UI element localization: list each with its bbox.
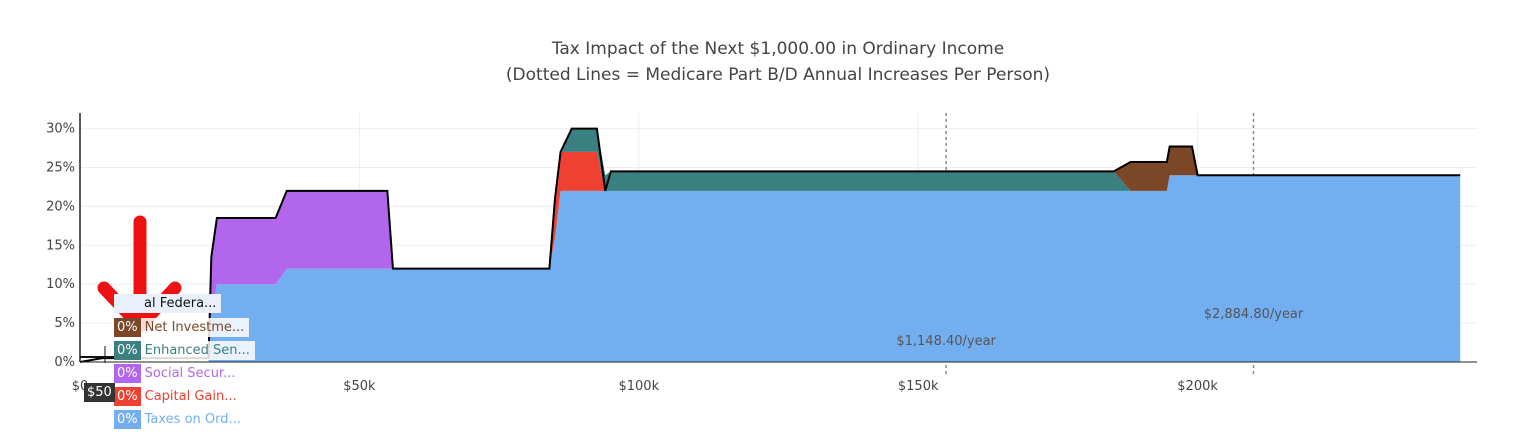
hover-label-social: Social Secur... <box>140 363 241 383</box>
hover-x-label: $50 <box>84 383 115 402</box>
chart-subtitle: (Dotted Lines = Medicare Part B/D Annual… <box>506 65 1050 85</box>
x-tick-label: $150k <box>898 379 939 394</box>
y-tick-label: 15% <box>46 238 75 253</box>
hover-row-capgain: 0% Capital Gain... <box>114 386 242 406</box>
area-series-socialsecur[interactable] <box>80 151 1461 362</box>
y-tick-label: 5% <box>54 316 75 331</box>
hover-row-total: al Federa... <box>114 293 222 313</box>
y-tick-label: 0% <box>54 355 75 370</box>
area-series-enhancedsen[interactable] <box>80 128 1461 362</box>
hover-label-niit: Net Investme... <box>140 317 250 337</box>
chart-title: Tax Impact of the Next $1,000.00 in Ordi… <box>551 39 1004 59</box>
hover-row-ordinary: 0% Taxes on Ord... <box>114 409 246 429</box>
total-tax-line[interactable] <box>79 127 1461 363</box>
hover-row-senior: 0% Enhanced Sen... <box>114 340 255 360</box>
medicare-annotation-2: $2,884.80/year <box>1204 307 1304 322</box>
annotations: $1,148.40/year $2,884.80/year <box>896 307 1304 349</box>
x-tick-label: $100k <box>618 379 659 394</box>
y-tick-label: 20% <box>46 199 75 214</box>
hover-pct-capgain: 0% <box>114 386 141 406</box>
hover-label-total: al Federa... <box>114 293 222 313</box>
hover-pct-niit: 0% <box>114 317 141 337</box>
hover-pct-senior: 0% <box>114 340 141 360</box>
hover-label-senior: Enhanced Sen... <box>140 340 255 360</box>
hover-pct-social: 0% <box>114 363 141 383</box>
hover-label-capgain: Capital Gain... <box>140 386 242 406</box>
y-tick-label: 10% <box>46 277 75 292</box>
medicare-annotation-1: $1,148.40/year <box>896 334 996 349</box>
hover-label-ordinary: Taxes on Ord... <box>140 409 246 429</box>
plot-area[interactable] <box>79 127 1461 363</box>
y-tick-label: 30% <box>46 122 75 137</box>
x-tick-label: $200k <box>1177 379 1218 394</box>
hover-row-social: 0% Social Secur... <box>114 363 241 383</box>
hover-row-niit: 0% Net Investme... <box>114 317 250 337</box>
axes: 0%5%10%15%20%25%30%$0 $50k $100k $150k $200k <box>46 113 1477 394</box>
y-tick-label: 25% <box>46 160 75 175</box>
x-tick-label: $50k <box>343 379 376 394</box>
hover-pct-ordinary: 0% <box>114 409 141 429</box>
area-series-taxesonord[interactable] <box>80 175 1461 362</box>
